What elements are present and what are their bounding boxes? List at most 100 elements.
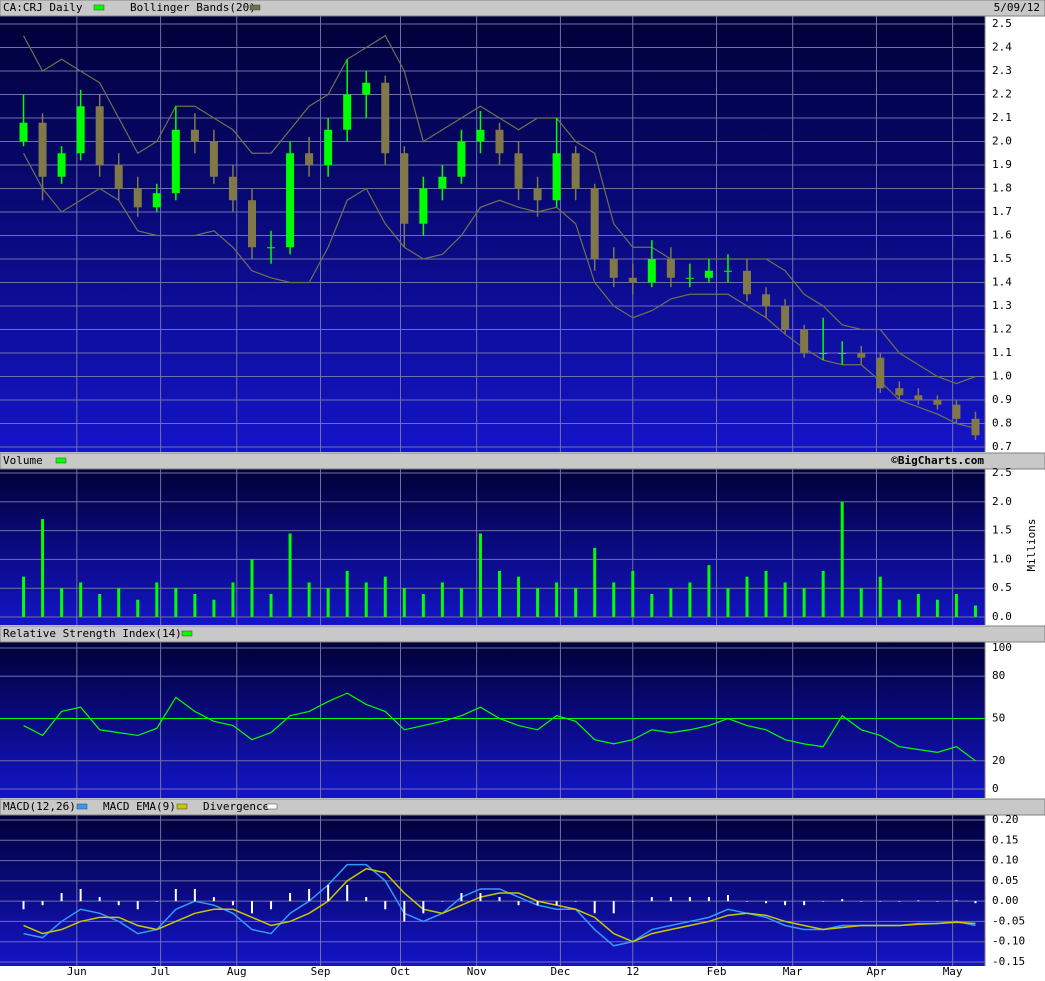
candle-body [190, 129, 199, 142]
divergence-bar [212, 897, 215, 902]
candle-body [400, 153, 409, 224]
legend-label: MACD EMA(9) [103, 800, 176, 813]
candle-body [286, 153, 295, 248]
volume-bar [973, 605, 977, 617]
divergence-bar [498, 897, 501, 902]
divergence-bar [193, 888, 196, 902]
y-tick-label: 1.3 [992, 299, 1012, 312]
candle-body [838, 353, 847, 354]
divergence-bar [631, 901, 634, 902]
divergence-bar [688, 897, 691, 902]
credit: ©BigCharts.com [891, 454, 984, 467]
volume-bar [193, 593, 197, 617]
macd-line [23, 863, 976, 947]
divergence-bar [365, 897, 368, 902]
volume-bar [555, 582, 559, 617]
y-tick-label: 80 [992, 669, 1005, 682]
rsi-line [23, 692, 976, 762]
x-tick-label: Mar [783, 965, 803, 978]
volume-bar [250, 559, 254, 617]
volume-bar [364, 582, 368, 617]
divergence-bar [765, 901, 768, 904]
volume-bar [231, 582, 235, 617]
divergence-bar [136, 901, 139, 910]
divergence-bar [231, 901, 234, 906]
candle-body [857, 353, 866, 358]
divergence-bar [441, 901, 444, 902]
volume-bar [269, 593, 273, 617]
x-tick-label: Dec [550, 965, 570, 978]
panel-background [0, 16, 985, 452]
divergence-bar [174, 888, 177, 902]
volume-bar [631, 570, 635, 617]
y-tick-label: 2.5 [992, 17, 1012, 30]
volume-bar [117, 588, 121, 617]
divergence-bar [384, 901, 387, 910]
divergence-bar [346, 884, 349, 902]
legend-swatch [55, 457, 67, 464]
candle-body [133, 188, 142, 208]
divergence-bar [270, 901, 273, 910]
divergence-bar [669, 897, 672, 902]
legend-label: CA:CRJ Daily [3, 1, 83, 14]
y-tick-label: 0.00 [992, 894, 1019, 907]
volume-bar [954, 593, 958, 617]
y-tick-label: -0.10 [992, 935, 1025, 948]
legend-swatch [76, 803, 88, 810]
y-tick-label: 100 [992, 641, 1012, 654]
divergence-bar [650, 897, 653, 902]
y-tick-label: 0.9 [992, 393, 1012, 406]
candle-body [723, 270, 732, 272]
volume-bar [935, 599, 939, 617]
volume-bar [136, 599, 140, 617]
volume-bar [650, 593, 654, 617]
candle-body [876, 357, 885, 389]
x-tick-label: May [943, 965, 963, 978]
candle-body [305, 153, 314, 165]
candle-body [704, 270, 713, 278]
volume-bar [440, 582, 444, 617]
x-tick-label: Apr [867, 965, 887, 978]
volume-bar [155, 582, 159, 617]
volume-bar [707, 565, 711, 617]
candle-body [971, 418, 980, 436]
y-tick-label: 2.3 [992, 64, 1012, 77]
volume-bar [517, 576, 521, 617]
panel-header [0, 798, 1045, 816]
candle-body [209, 141, 218, 177]
volume-bar [498, 570, 501, 617]
y-tick-label: 1.4 [992, 276, 1012, 289]
candle-body [781, 306, 790, 330]
legend-swatch [249, 4, 261, 11]
candle-body [533, 188, 542, 201]
volume-bar [22, 576, 26, 617]
x-tick-label: Aug [227, 965, 247, 978]
divergence-bar [289, 893, 292, 902]
candle-body [571, 153, 580, 189]
panel-background [0, 815, 985, 966]
divergence-bar [936, 901, 939, 902]
candle-body [152, 193, 161, 208]
y-tick-label: 1.5 [992, 524, 1012, 537]
divergence-bar [536, 901, 539, 906]
volume-bar [60, 588, 64, 617]
volume-bar [345, 570, 349, 617]
panel-title: Relative Strength Index(14) [3, 627, 182, 640]
candle-body [476, 129, 485, 142]
candle-body [743, 270, 752, 295]
candle-body [38, 122, 47, 177]
y-tick-label: 0.0 [992, 610, 1012, 623]
volume-bar [212, 599, 216, 617]
volume-bar [402, 588, 406, 617]
panel-header [0, 452, 1045, 470]
volume-bar [79, 582, 83, 617]
legend-label: MACD(12,26) [3, 800, 76, 813]
y-tick-label: -0.15 [992, 955, 1025, 968]
legend-label: Bollinger Bands(20) [130, 1, 256, 14]
candle-body [457, 141, 466, 177]
y-tick-label: 0.5 [992, 581, 1012, 594]
legend-label: Divergence [203, 800, 269, 813]
volume-bar [307, 582, 311, 617]
candle-body [343, 94, 352, 130]
volume-bar [174, 588, 178, 617]
